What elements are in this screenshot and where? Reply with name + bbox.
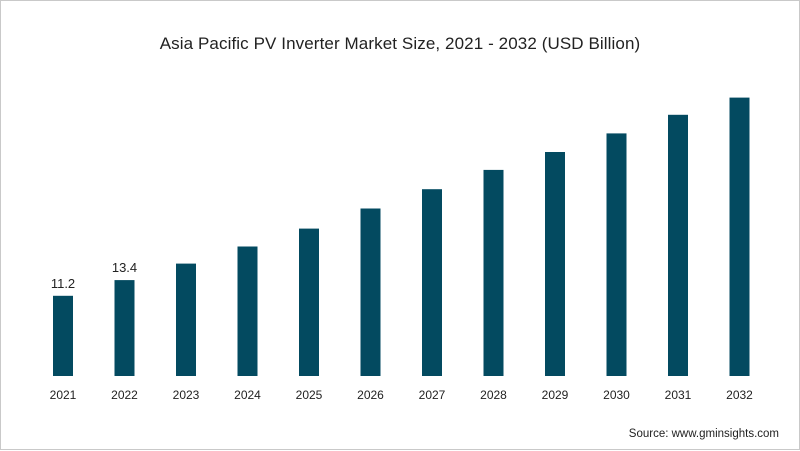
x-tick-label-2024: 2024	[234, 388, 261, 402]
bar-2022	[114, 280, 135, 376]
x-tick-label-2029: 2029	[542, 388, 569, 402]
x-tick-label-2032: 2032	[726, 388, 753, 402]
bar-2021	[53, 295, 73, 376]
bar-2031	[668, 114, 688, 377]
data-label-2022: 13.4	[112, 260, 137, 275]
x-tick-label-2030: 2030	[603, 388, 630, 402]
bar-2028	[483, 169, 504, 376]
x-tick-label-2021: 2021	[50, 388, 77, 402]
data-label-2021: 11.2	[51, 276, 75, 291]
x-tick-label-2023: 2023	[173, 388, 200, 402]
bar-2030	[606, 133, 627, 376]
bar-2026	[360, 208, 381, 376]
x-tick-label-2028: 2028	[480, 388, 507, 402]
x-tick-label-2031: 2031	[665, 388, 692, 402]
x-tick-label-2025: 2025	[296, 388, 323, 402]
bar-2023	[176, 263, 196, 376]
bar-2032	[729, 97, 750, 376]
bar-2025	[299, 228, 319, 376]
bar-2029	[545, 152, 565, 376]
x-tick-label-2026: 2026	[357, 388, 384, 402]
bar-2027	[422, 189, 442, 376]
source-note: Source: www.gminsights.com	[628, 428, 779, 440]
x-tick-label-2022: 2022	[111, 388, 138, 402]
bar-2024	[237, 246, 258, 376]
chart-title: Asia Pacific PV Inverter Market Size, 20…	[159, 34, 641, 53]
x-tick-label-2027: 2027	[419, 388, 446, 402]
